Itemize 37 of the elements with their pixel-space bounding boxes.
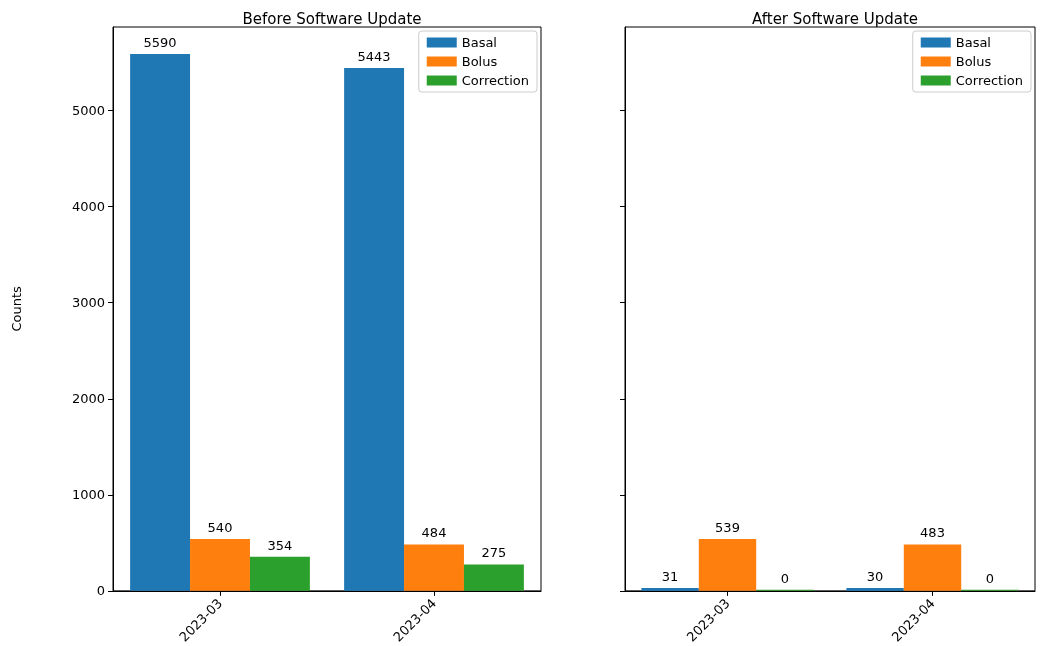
data-label: 0 [985, 570, 995, 586]
bar [190, 539, 250, 591]
y-axis-title: Counts [9, 286, 24, 332]
data-label: 30 [866, 568, 884, 584]
legend-label: Correction [461, 73, 530, 88]
bar [344, 68, 405, 591]
y-tick-label: 3000 [71, 295, 105, 311]
y-tick-label: 4000 [71, 199, 105, 215]
y-tick-label: 1000 [71, 487, 105, 503]
chart-title: After Software Update [751, 9, 919, 28]
data-label: 483 [920, 525, 945, 541]
y-tick-label: 5000 [71, 103, 105, 119]
legend-label: Correction [955, 73, 1024, 88]
y-tick-label: 0 [96, 583, 105, 599]
data-label: 5590 [143, 34, 177, 50]
data-label: 484 [421, 525, 447, 541]
legend-label: Bolus [461, 54, 498, 69]
data-label: 31 [661, 568, 679, 584]
bar [641, 587, 699, 591]
data-label: 275 [481, 545, 507, 561]
data-label: 354 [267, 537, 293, 553]
bar [903, 544, 962, 591]
legend-label: Basal [461, 35, 497, 50]
bar [698, 539, 757, 591]
data-label: 539 [715, 520, 740, 536]
bar [463, 564, 524, 591]
legend-label: Basal [955, 35, 991, 50]
data-label: 5443 [357, 49, 391, 65]
legend-label: Bolus [955, 54, 992, 69]
chart-title: Before Software Update [242, 9, 422, 28]
data-label: 0 [780, 570, 790, 586]
bar [404, 544, 464, 591]
bar [249, 556, 310, 591]
data-label: 540 [207, 520, 233, 535]
y-tick-label: 2000 [71, 391, 105, 407]
bar [846, 587, 904, 591]
bar [130, 53, 191, 591]
